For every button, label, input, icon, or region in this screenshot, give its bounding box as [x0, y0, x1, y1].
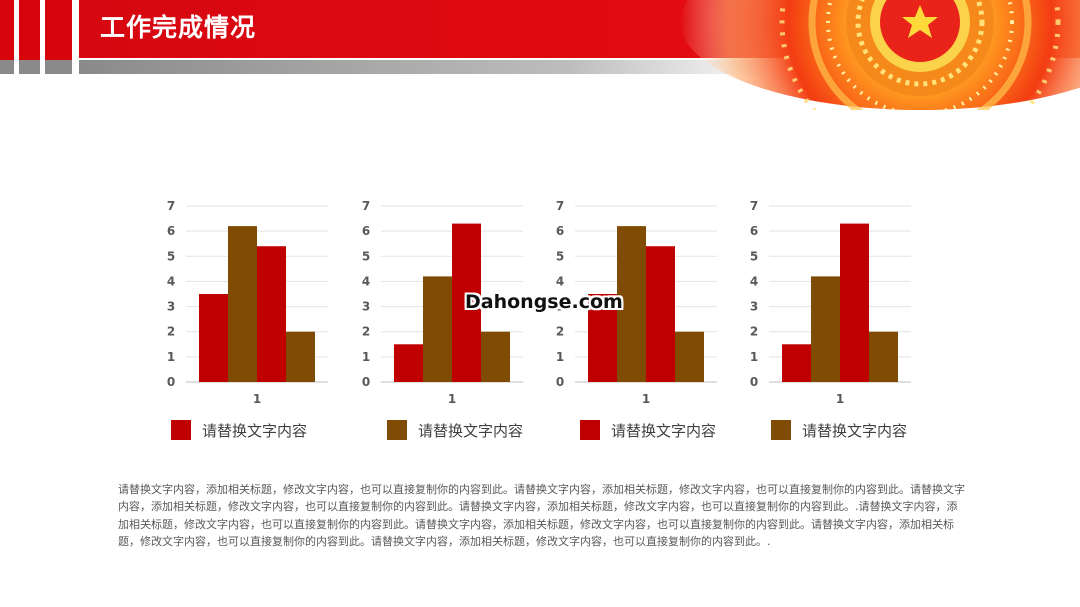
- bar: [782, 344, 811, 382]
- bar: [588, 294, 617, 382]
- bar: [617, 226, 646, 382]
- bar-chart-2: 0 1 2 3 4 5 6 7 1: [355, 195, 545, 415]
- legend-swatch-1: [171, 420, 191, 440]
- bar: [394, 344, 423, 382]
- y-tick-label: 2: [167, 325, 175, 339]
- bar: [675, 331, 704, 382]
- chart-svg: 0 1 2 3 4 5 6 7 1: [750, 199, 911, 406]
- y-tick-label: 4: [750, 274, 758, 288]
- y-tick-label: 3: [750, 300, 758, 314]
- chart-svg: 0 1 2 3 4 5 6 7 1: [556, 199, 717, 406]
- y-tick-label: 6: [167, 224, 175, 238]
- bar: [199, 294, 228, 382]
- left-gray-tab-2: [19, 60, 40, 74]
- x-tick-label: 1: [448, 392, 456, 406]
- y-tick-label: 7: [556, 199, 564, 213]
- left-gray-tab-1: [0, 60, 14, 74]
- bar: [286, 331, 315, 382]
- bar: [423, 276, 452, 382]
- y-tick-label: 6: [750, 224, 758, 238]
- bar: [228, 226, 257, 382]
- header: 工作完成情况: [0, 0, 1080, 110]
- y-tick-label: 5: [556, 249, 564, 263]
- legend-swatch-4: [771, 420, 791, 440]
- y-tick-label: 4: [362, 274, 370, 288]
- y-tick-label: 7: [750, 199, 758, 213]
- bar-chart-1: 0 1 2 3 4 5 6 7 1: [160, 195, 350, 415]
- bar: [811, 276, 840, 382]
- chart-svg: 0 1 2 3 4 5 6 7 1: [167, 199, 328, 406]
- gray-band: [79, 60, 779, 74]
- watermark: Dahongse.com: [465, 291, 623, 313]
- y-tick-label: 2: [750, 325, 758, 339]
- bar: [840, 223, 869, 382]
- x-tick-label: 1: [642, 392, 650, 406]
- y-tick-label: 5: [167, 249, 175, 263]
- left-red-bar-1: [0, 0, 14, 60]
- bar: [452, 223, 481, 382]
- bar: [257, 246, 286, 382]
- y-tick-label: 0: [167, 375, 175, 389]
- y-tick-label: 0: [556, 375, 564, 389]
- y-tick-label: 7: [167, 199, 175, 213]
- y-tick-label: 7: [362, 199, 370, 213]
- page-title: 工作完成情况: [100, 13, 257, 42]
- y-tick-label: 2: [556, 325, 564, 339]
- chart-svg: 0 1 2 3 4 5 6 7 1: [362, 199, 523, 406]
- bar: [481, 331, 510, 382]
- left-red-bar-3: [45, 0, 72, 60]
- y-tick-label: 6: [362, 224, 370, 238]
- y-tick-label: 3: [362, 300, 370, 314]
- y-tick-label: 5: [362, 249, 370, 263]
- body-text: 请替换文字内容，添加相关标题，修改文字内容，也可以直接复制你的内容到此。请替换文…: [118, 483, 965, 548]
- star-emblem-icon: [680, 0, 1080, 110]
- legend-label-1: 请替换文字内容: [202, 422, 308, 440]
- legend-label-3: 请替换文字内容: [611, 422, 717, 440]
- y-tick-label: 4: [167, 274, 175, 288]
- x-tick-label: 1: [836, 392, 844, 406]
- legend-label-2: 请替换文字内容: [418, 422, 524, 440]
- bar-chart-4: 0 1 2 3 4 5 6 7 1: [743, 195, 933, 415]
- y-tick-label: 1: [556, 350, 564, 364]
- bar-chart-3: 0 1 2 3 4 5 6 7 1: [549, 195, 739, 415]
- x-tick-label: 1: [253, 392, 261, 406]
- y-tick-label: 1: [167, 350, 175, 364]
- left-red-bar-2: [19, 0, 40, 60]
- y-tick-label: 1: [750, 350, 758, 364]
- y-tick-label: 0: [362, 375, 370, 389]
- bar: [869, 331, 898, 382]
- legend-swatch-3: [580, 420, 600, 440]
- y-tick-label: 5: [750, 249, 758, 263]
- y-tick-label: 6: [556, 224, 564, 238]
- y-tick-label: 2: [362, 325, 370, 339]
- y-tick-label: 3: [556, 300, 564, 314]
- y-tick-label: 0: [750, 375, 758, 389]
- legend-label-4: 请替换文字内容: [802, 422, 908, 440]
- y-tick-label: 1: [362, 350, 370, 364]
- legend-swatch-2: [387, 420, 407, 440]
- y-tick-label: 4: [556, 274, 564, 288]
- bar: [646, 246, 675, 382]
- y-tick-label: 3: [167, 300, 175, 314]
- left-gray-tab-3: [45, 60, 72, 74]
